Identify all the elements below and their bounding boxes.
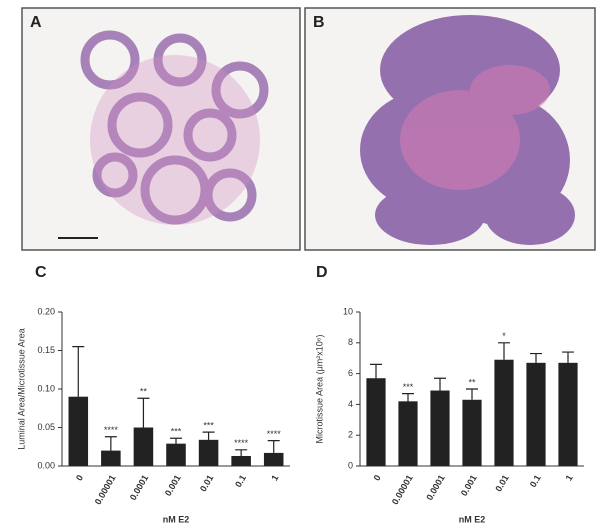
x-tick-label: 0.1 xyxy=(528,473,543,489)
y-axis-label: Microtissue Area (μm²x10⁶) xyxy=(314,335,324,444)
bar xyxy=(166,443,186,466)
bar xyxy=(430,390,450,466)
error-bar xyxy=(137,397,150,428)
x-tick-label: 0 xyxy=(74,473,85,482)
y-tick-label: 10 xyxy=(343,306,353,316)
significance-label: **** xyxy=(234,438,249,448)
error-bar xyxy=(530,352,542,363)
x-tick-label: 0.0001 xyxy=(424,473,446,502)
y-tick-label: 0.05 xyxy=(37,422,55,432)
y-tick-label: 8 xyxy=(348,337,353,347)
x-tick-label: 0.01 xyxy=(198,473,215,493)
error-bar xyxy=(170,437,182,444)
significance-label: *** xyxy=(403,382,414,392)
x-tick-label: 0.1 xyxy=(233,473,248,489)
error-bar xyxy=(72,346,85,397)
bar xyxy=(101,450,121,466)
error-bar xyxy=(402,393,414,402)
y-tick-label: 0.20 xyxy=(37,306,55,316)
panel-label: D xyxy=(316,264,328,281)
error-bar xyxy=(104,436,117,451)
error-bar xyxy=(202,431,215,440)
bar xyxy=(263,452,284,466)
error-bar xyxy=(498,342,510,360)
x-tick-label: 0.00001 xyxy=(390,473,415,506)
bar xyxy=(526,362,546,466)
panel-label: B xyxy=(313,14,325,31)
micrograph-b xyxy=(304,7,596,251)
bar xyxy=(366,378,386,466)
bar xyxy=(68,396,89,466)
bar xyxy=(198,439,219,466)
x-tick-label: 0.01 xyxy=(493,473,510,493)
x-tick-label: 0.00001 xyxy=(93,473,118,506)
x-axis-label: nM E2 xyxy=(459,514,486,524)
x-tick-label: 1 xyxy=(564,473,575,482)
x-axis-label: nM E2 xyxy=(163,514,190,524)
bar xyxy=(133,427,154,466)
significance-label: **** xyxy=(104,425,119,435)
error-bar xyxy=(434,377,446,391)
significance-label: ** xyxy=(468,377,476,387)
y-tick-label: 0.15 xyxy=(37,345,55,355)
significance-label: *** xyxy=(171,427,182,437)
bar xyxy=(558,362,578,466)
y-tick-label: 6 xyxy=(348,368,353,378)
x-tick-label: 0.001 xyxy=(163,473,183,498)
bar xyxy=(398,401,418,466)
y-tick-label: 0 xyxy=(348,460,353,470)
significance-label: ** xyxy=(140,387,148,397)
significance-label: **** xyxy=(267,429,282,439)
bar xyxy=(494,359,514,466)
panel-label: C xyxy=(35,264,47,281)
x-tick-label: 0.001 xyxy=(459,473,479,498)
error-bar xyxy=(466,388,478,400)
x-tick-label: 0 xyxy=(372,473,383,482)
bar xyxy=(231,455,251,466)
error-bar xyxy=(267,439,280,453)
x-tick-label: 1 xyxy=(269,473,280,482)
y-tick-label: 0.10 xyxy=(37,383,55,393)
y-tick-label: 4 xyxy=(348,399,353,409)
error-bar xyxy=(370,363,382,379)
significance-label: * xyxy=(502,331,506,341)
panel-label: A xyxy=(30,14,42,31)
error-bar xyxy=(235,449,248,456)
y-axis-label: Luminal Area/Microtissue Area xyxy=(16,328,26,450)
y-tick-label: 0.00 xyxy=(37,460,55,470)
bar xyxy=(462,399,482,466)
micrograph-a xyxy=(21,7,301,251)
y-tick-label: 2 xyxy=(348,430,353,440)
x-tick-label: 0.0001 xyxy=(128,473,150,502)
error-bar xyxy=(562,351,574,363)
significance-label: *** xyxy=(203,420,214,430)
